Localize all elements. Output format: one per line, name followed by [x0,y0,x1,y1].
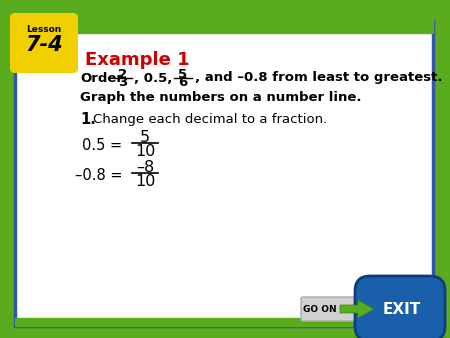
Text: –0.8 =: –0.8 = [75,168,122,183]
Text: , and –0.8 from least to greatest.: , and –0.8 from least to greatest. [195,72,442,84]
Text: Lesson: Lesson [27,25,62,34]
Text: 2: 2 [118,68,127,80]
Polygon shape [340,300,374,318]
Text: 5: 5 [140,130,150,145]
Text: 1.: 1. [80,113,96,127]
Text: , 0.5,: , 0.5, [134,72,172,84]
Bar [15,19,433,33]
Bar [15,318,433,326]
FancyBboxPatch shape [301,297,360,321]
FancyBboxPatch shape [10,13,78,73]
Text: Order: Order [80,72,123,84]
Text: 0.5 =: 0.5 = [82,138,122,152]
Text: 5: 5 [179,68,188,80]
Text: 10: 10 [135,174,155,190]
Text: EXIT: EXIT [383,301,421,316]
Text: Graph the numbers on a number line.: Graph the numbers on a number line. [80,91,361,103]
FancyBboxPatch shape [355,276,445,338]
Text: Example 1: Example 1 [85,51,189,69]
Text: 7-4: 7-4 [25,35,63,55]
Text: 10: 10 [135,145,155,160]
Text: –8: –8 [136,161,154,175]
Text: Change each decimal to a fraction.: Change each decimal to a fraction. [93,114,327,126]
Text: 3: 3 [118,76,128,90]
Text: 6: 6 [178,76,188,90]
Text: GO ON: GO ON [303,305,337,314]
FancyBboxPatch shape [15,21,433,326]
